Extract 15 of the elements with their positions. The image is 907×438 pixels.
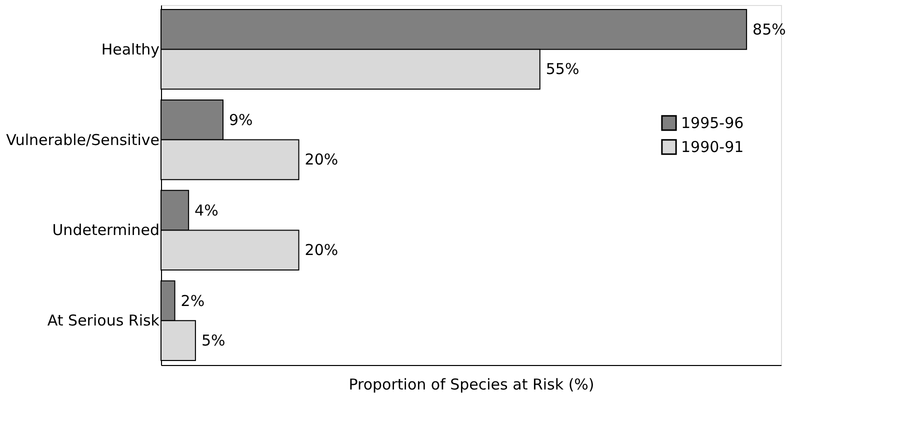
data-label: 4% [194, 201, 218, 220]
y-tick-label: Undetermined [52, 221, 160, 240]
data-label: 2% [180, 292, 205, 310]
y-tick-label: At Serious Risk [47, 312, 160, 330]
y-tick-label: Healthy [101, 40, 160, 58]
data-label: 5% [201, 332, 226, 350]
data-label: 20% [304, 150, 338, 169]
data-label: 20% [304, 241, 338, 260]
data-label: 9% [229, 110, 253, 129]
data-label: 85% [752, 20, 786, 38]
legend-label: 1995-96 [681, 114, 744, 132]
y-tick-label: Vulnerable/Sensitive [6, 130, 160, 149]
x-axis-title: Proportion of Species at Risk (%) [348, 376, 594, 394]
data-label: 55% [546, 60, 580, 78]
legend-label: 1990-91 [681, 138, 744, 156]
